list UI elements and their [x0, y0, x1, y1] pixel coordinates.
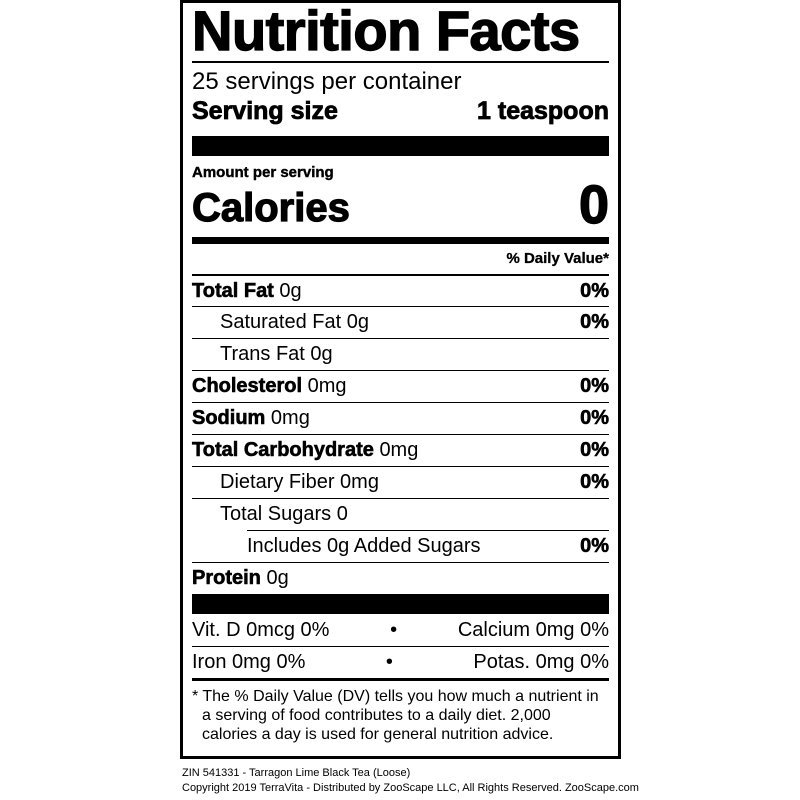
thick-divider: [192, 594, 609, 614]
nutrient-amount: 0g: [266, 567, 289, 589]
amount-per-serving: Amount per serving: [192, 164, 334, 181]
bullet: •: [385, 651, 393, 673]
nutrient-name: Cholesterol: [192, 375, 303, 398]
nutrient-amount: 0mg: [307, 375, 347, 397]
nutrient-row-total-sugars: Total Sugars 0: [192, 498, 609, 530]
nutrient-name: Protein: [192, 567, 262, 590]
calcium: Calcium 0mg 0%: [457, 618, 609, 641]
nutrient-name: Trans Fat 0g: [220, 343, 333, 365]
footnote: * The % Daily Value (DV) tells you how m…: [192, 688, 599, 743]
potassium: Potas. 0mg 0%: [473, 651, 609, 673]
nutrient-name: Saturated Fat 0g: [220, 311, 369, 333]
calories-value: 0: [578, 175, 609, 235]
divider: [192, 61, 609, 63]
nutrient-dv: 0%: [580, 534, 610, 557]
product-line: ZIN 541331 - Tarragon Lime Black Tea (Lo…: [182, 767, 411, 779]
calories-row: Calories 0: [191, 175, 609, 235]
nutrient-amount: 0g: [279, 279, 302, 302]
nutrition-facts-label: Nutrition Facts 25 servings per containe…: [180, 0, 621, 759]
nutrient-name: Sodium: [192, 407, 266, 430]
nutrient-row-trans-fat: Trans Fat 0g: [192, 338, 609, 370]
nutrient-dv: 0%: [580, 279, 610, 302]
nutrient-row-protein: Protein 0g: [192, 562, 609, 594]
nutrient-name: Total Fat: [192, 279, 274, 302]
bullet: •: [390, 618, 398, 641]
nutrient-amount: 0mg: [379, 439, 419, 461]
nutrient-row-saturated-fat: Saturated Fat 0g 0%: [192, 306, 609, 338]
nutrient-row-sodium: Sodium 0mg 0%: [192, 402, 609, 434]
nutrient-name: Dietary Fiber 0mg: [220, 471, 379, 493]
daily-value-header: % Daily Value*: [506, 250, 609, 267]
nutrient-dv: 0%: [580, 407, 610, 430]
thick-divider: [192, 136, 609, 156]
nutrient-amount: 0mg: [270, 407, 310, 429]
calories-label: Calories: [191, 186, 350, 230]
label-title: Nutrition Facts: [191, 0, 581, 62]
nutrient-name: Total Carbohydrate: [192, 439, 374, 462]
vitamin-row: Iron 0mg 0% • Potas. 0mg 0%: [192, 646, 609, 678]
nutrient-row-total-carbohydrate: Total Carbohydrate 0mg 0%: [192, 434, 609, 466]
nutrient-name: Includes 0g Added Sugars: [247, 534, 481, 557]
nutrient-dv: 0%: [580, 311, 610, 334]
medium-divider: [192, 237, 609, 244]
nutrient-dv: 0%: [580, 439, 610, 462]
serving-size-value: 1 teaspoon: [477, 97, 610, 126]
serving-size: Serving size 1 teaspoon: [192, 96, 610, 126]
divider: [192, 678, 609, 681]
serving-size-label: Serving size: [192, 97, 339, 126]
nutrient-name: Total Sugars 0: [220, 503, 348, 525]
nutrient-row-dietary-fiber: Dietary Fiber 0mg 0%: [192, 466, 609, 498]
servings-per-container: 25 servings per container: [192, 68, 462, 95]
nutrient-dv: 0%: [580, 375, 610, 398]
nutrient-row-cholesterol: Cholesterol 0mg 0%: [192, 370, 609, 402]
nutrient-row-added-sugars: Includes 0g Added Sugars 0%: [192, 530, 609, 562]
copyright-line: Copyright 2019 TerraVita - Distributed b…: [182, 782, 639, 794]
iron: Iron 0mg 0%: [192, 651, 306, 673]
nutrient-row-total-fat: Total Fat 0g 0%: [192, 274, 609, 306]
vitamin-d: Vit. D 0mcg 0%: [192, 618, 330, 641]
vitamin-row: Vit. D 0mcg 0% • Calcium 0mg 0%: [192, 614, 609, 646]
nutrient-dv: 0%: [580, 471, 610, 494]
